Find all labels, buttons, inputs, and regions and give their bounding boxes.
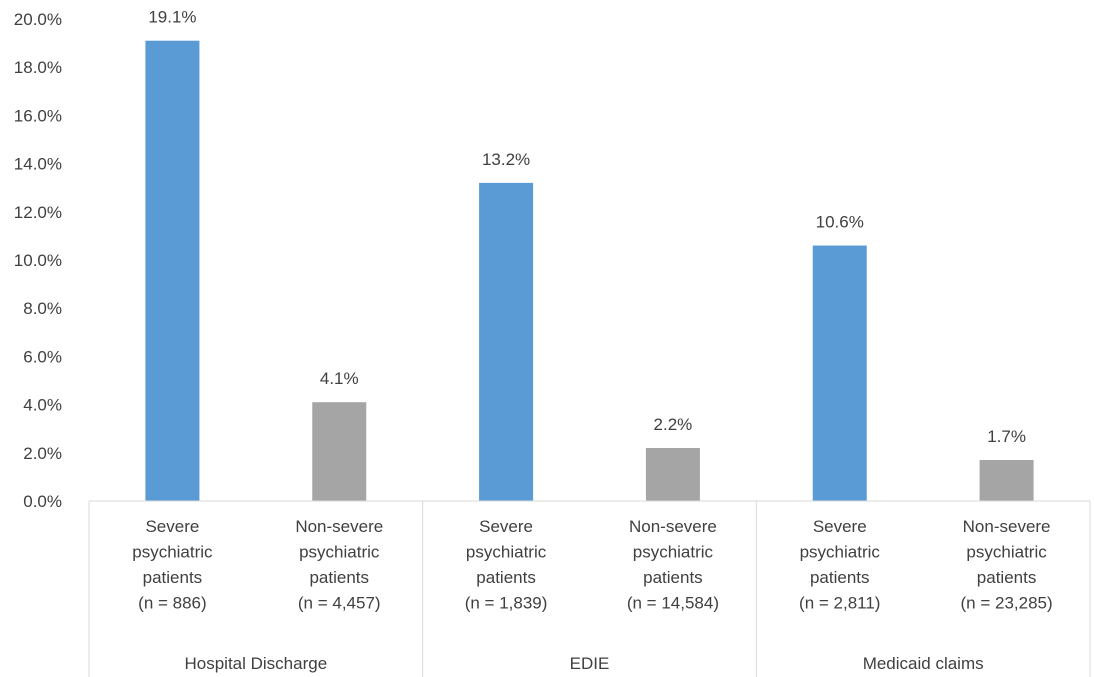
category-label-line: (n = 4,457) (298, 594, 381, 613)
category-label-line: Non-severe (963, 517, 1051, 536)
bar (979, 460, 1034, 501)
category-label-line: Severe (145, 517, 199, 536)
y-tick-label: 0.0% (23, 492, 62, 511)
category-label-line: patients (476, 568, 536, 587)
data-label: 13.2% (482, 150, 530, 169)
y-tick-label: 2.0% (23, 444, 62, 463)
y-axis: 0.0% 2.0% 4.0% 6.0% 8.0% 10.0% 12.0% 14.0% 16.0%… (14, 10, 62, 511)
category-label-line: psychiatric (800, 543, 881, 562)
bar (645, 447, 700, 501)
group-label: Medicaid claims (863, 654, 984, 673)
category-label-line: psychiatric (633, 543, 714, 562)
y-tick-label: 12.0% (14, 203, 62, 222)
category-label-line: Severe (813, 517, 867, 536)
data-label: 1.7% (987, 427, 1026, 446)
category-label-line: (n = 2,811) (799, 594, 880, 613)
x-axis: Severe psychiatric patients (n = 886) Non-se… (88, 500, 1091, 677)
category-label-line: psychiatric (466, 543, 547, 562)
y-tick-label: 10.0% (14, 251, 62, 270)
category-label-line: patients (643, 568, 703, 587)
category-label-line: (n = 14,584) (627, 594, 719, 613)
category-label-line: Severe (479, 517, 533, 536)
data-label: 19.1% (148, 8, 196, 27)
category-label-line: patients (143, 568, 203, 587)
bar (812, 245, 867, 501)
y-tick-label: 4.0% (23, 396, 62, 415)
data-label: 4.1% (320, 369, 359, 388)
category-label-line: patients (977, 568, 1037, 587)
category-label: Severe psychiatric patients (n = 886) (132, 517, 213, 613)
category-label-line: Non-severe (629, 517, 717, 536)
category-label-line: patients (810, 568, 870, 587)
category-label-line: patients (309, 568, 369, 587)
category-label-line: Non-severe (295, 517, 383, 536)
group-label: EDIE (570, 654, 610, 673)
bar (145, 40, 200, 501)
category-label: Non-severe psychiatric patients (n = 14,584… (627, 517, 719, 613)
category-label-line: (n = 23,285) (961, 594, 1053, 613)
category-label-line: (n = 886) (138, 594, 207, 613)
group-label: Hospital Discharge (184, 654, 327, 673)
category-label: Severe psychiatric patients (n = 2,811) (799, 517, 880, 613)
bar (312, 402, 367, 501)
bars (145, 40, 1034, 501)
y-tick-label: 20.0% (14, 10, 62, 29)
y-tick-label: 6.0% (23, 347, 62, 366)
data-labels: 19.1% 4.1% 13.2% 2.2% 10.6% 1.7% (148, 8, 1026, 446)
category-label-line: psychiatric (966, 543, 1047, 562)
category-label-line: (n = 1,839) (465, 594, 548, 613)
data-label: 10.6% (816, 213, 864, 232)
y-tick-label: 16.0% (14, 106, 62, 125)
category-label: Non-severe psychiatric patients (n = 4,457) (295, 517, 383, 613)
category-label: Non-severe psychiatric patients (n = 23,285… (961, 517, 1053, 613)
y-tick-label: 8.0% (23, 299, 62, 318)
category-label: Severe psychiatric patients (n = 1,839) (465, 517, 548, 613)
category-label-line: psychiatric (299, 543, 380, 562)
bar (479, 182, 534, 501)
category-label-line: psychiatric (132, 543, 213, 562)
y-tick-label: 18.0% (14, 58, 62, 77)
y-tick-label: 14.0% (14, 155, 62, 174)
data-label: 2.2% (654, 415, 693, 434)
